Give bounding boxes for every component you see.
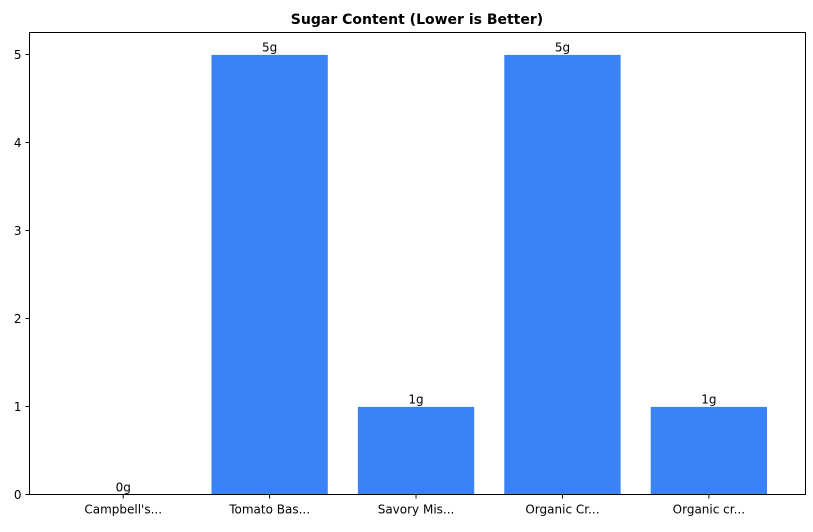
y-tick-label: 4 xyxy=(14,136,22,150)
x-tick-label: Savory Mis... xyxy=(378,503,455,517)
x-tick-label: Campbell's... xyxy=(84,503,162,517)
bar xyxy=(210,54,329,495)
bar xyxy=(503,54,622,495)
chart-title: Sugar Content (Lower is Better) xyxy=(291,12,543,28)
data-label: 0g xyxy=(116,481,131,495)
data-label: 1g xyxy=(408,393,423,407)
y-tick-label: 5 xyxy=(14,48,22,62)
x-tick-label: Tomato Bas... xyxy=(228,503,310,517)
y-tick-label: 2 xyxy=(14,312,22,326)
y-tick-label: 3 xyxy=(14,224,22,238)
x-tick-label: Organic Cr... xyxy=(525,503,599,517)
data-label: 5g xyxy=(262,41,277,55)
bar xyxy=(649,406,768,495)
data-label: 1g xyxy=(701,393,716,407)
data-label: 5g xyxy=(555,41,570,55)
y-tick-label: 0 xyxy=(14,488,22,502)
y-tick-label: 1 xyxy=(14,400,22,414)
bar xyxy=(357,406,476,495)
x-tick-label: Organic cr... xyxy=(673,503,745,517)
plot-frame xyxy=(29,32,806,495)
